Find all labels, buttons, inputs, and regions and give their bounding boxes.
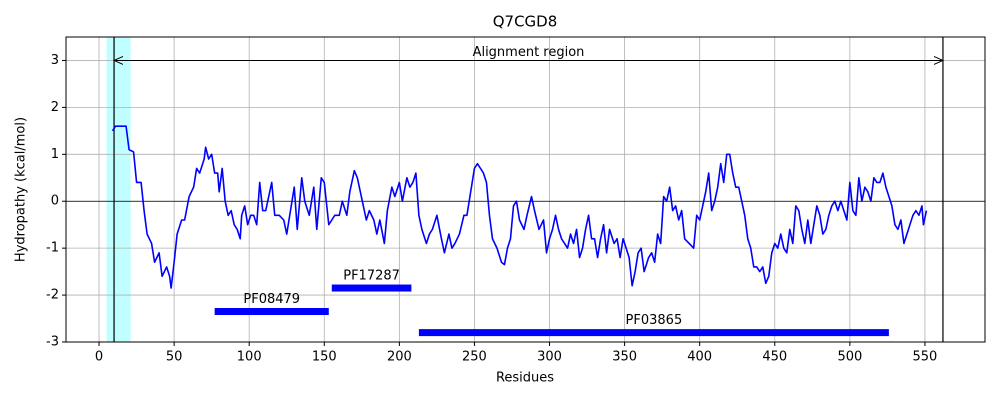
y-tick-label: -2 [46, 288, 59, 303]
domain-label: PF03865 [626, 313, 683, 328]
y-tick-label: -1 [46, 241, 59, 256]
y-tick-label: 0 [51, 194, 59, 209]
x-tick-label: 0 [95, 350, 103, 365]
y-tick-label: -3 [46, 335, 59, 350]
domain-bar [214, 308, 329, 315]
domain-bar [331, 284, 412, 292]
x-axis-label: Residues [496, 371, 554, 386]
y-tick-label: 1 [51, 147, 59, 162]
x-tick-label: 50 [166, 350, 183, 365]
x-tick-label: 450 [762, 350, 787, 365]
x-tick-label: 100 [237, 350, 262, 365]
domain-label: PF08479 [243, 292, 300, 307]
x-tick-label: 400 [687, 350, 712, 365]
x-tick-label: 500 [837, 350, 862, 365]
hydropathy-line [111, 125, 928, 289]
plot-frame [65, 36, 986, 343]
x-tick-label: 350 [612, 350, 637, 365]
alignment-label: Alignment region [473, 45, 585, 60]
y-axis-label: Hydropathy (kcal/mol) [14, 117, 29, 262]
domain-label: PF17287 [343, 269, 400, 284]
chart-title: Q7CGD8 [493, 13, 558, 31]
highlight-span [106, 37, 131, 342]
x-tick-label: 250 [462, 350, 487, 365]
x-tick-label: 150 [312, 350, 337, 365]
x-tick-label: 550 [913, 350, 938, 365]
y-tick-label: 3 [51, 53, 59, 68]
x-tick-label: 200 [387, 350, 412, 365]
y-tick-label: 2 [51, 100, 59, 115]
domain-bar [418, 329, 889, 337]
x-tick-label: 300 [537, 350, 562, 365]
